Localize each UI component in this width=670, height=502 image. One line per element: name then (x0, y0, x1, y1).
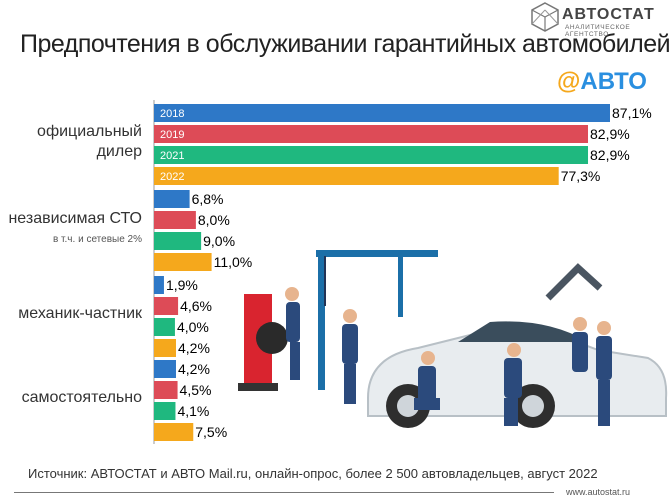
tire-changer-base (238, 383, 278, 391)
value-label-3-2022: 7,5% (195, 424, 227, 440)
value-label-2-2022: 4,2% (178, 340, 210, 356)
site-url: www.autostat.ru (566, 487, 631, 497)
mechanic-2-head (343, 309, 357, 323)
car-rear-rim (522, 395, 544, 417)
bar-3-2019 (154, 381, 178, 399)
category-label-dealer: официальный дилер (0, 122, 142, 162)
mechanic-1-head (285, 287, 299, 301)
legend-label-2021: 2021 (160, 150, 184, 162)
value-label-3-2021: 4,1% (177, 403, 209, 419)
mechanic-4-head (507, 343, 521, 357)
bar-0-2022 (154, 167, 559, 185)
bar-0-2018 (154, 104, 610, 122)
mechanic-2-legs (344, 364, 356, 404)
bar-2-2021 (154, 318, 175, 336)
mechanic-4-body (504, 358, 522, 398)
bar-3-2022 (154, 423, 194, 441)
value-label-0-2022: 77,3% (561, 168, 601, 184)
value-label-1-2022: 11,0% (214, 254, 253, 270)
bar-2-2022 (154, 339, 176, 357)
legend-label-2022: 2022 (160, 171, 184, 183)
tire-on-changer (256, 322, 288, 354)
mechanic-3-body (418, 366, 436, 402)
avto-badge-text: АВТО (580, 68, 647, 95)
crane-arm (545, 263, 603, 301)
category-note-independent: в т.ч. и сетевые 2% (52, 234, 142, 245)
at-icon: @ (557, 68, 581, 95)
bar-1-2019 (154, 211, 196, 229)
bottom-divider (14, 492, 554, 493)
mechanic-4-legs (504, 398, 518, 426)
lift-cable (324, 256, 326, 306)
category-label-independent: независимая СТО (8, 210, 142, 227)
autostat-logo-subtitle: АНАЛИТИЧЕСКОЕ АГЕНТСТВО (565, 24, 631, 38)
value-label-3-2019: 4,5% (180, 382, 212, 398)
value-label-1-2019: 8,0% (198, 212, 230, 228)
mechanic-2-body (342, 324, 358, 364)
bar-2-2018 (154, 276, 164, 294)
value-label-0-2021: 82,9% (590, 147, 630, 163)
mechanic-6-head (597, 321, 611, 335)
category-label-dealer-line1: официальный (37, 123, 142, 140)
car-front-rim (397, 395, 419, 417)
mechanic-6-legs (598, 380, 610, 426)
value-label-2-2021: 4,0% (177, 319, 209, 335)
mechanic-1-legs (290, 342, 300, 380)
lift-post (318, 250, 325, 390)
legend-label-2018: 2018 (160, 108, 184, 120)
mechanics (285, 287, 612, 426)
mechanic-5-head (573, 317, 587, 331)
value-label-1-2021: 9,0% (203, 233, 235, 249)
bar-chart: 2018 87,1% 2019 82,9% 2021 82,9% 2022 77,3% 6,8%… (153, 100, 652, 444)
car-window (458, 321, 588, 342)
service-illustration (238, 250, 668, 428)
mechanic-3-head (421, 351, 435, 365)
value-label-0-2018: 87,1% (612, 105, 652, 121)
bar-0-2019 (154, 125, 589, 143)
category-label-self: самостоятельно (21, 389, 142, 406)
chart-title: Предпочтения в обслуживании гарантийных … (20, 30, 670, 58)
mechanic-1-body (286, 302, 300, 342)
category-label-private: механик-частник (18, 305, 142, 322)
mechanic-5-body (572, 332, 588, 372)
category-label-dealer-line2: дилер (96, 143, 142, 160)
source-note: Источник: АВТОСТАТ и АВТО Mail.ru, онлай… (28, 466, 598, 481)
lift-arm (398, 257, 403, 317)
autostat-logo-icon (531, 2, 559, 32)
bar-1-2021 (154, 232, 202, 250)
autostat-logo (530, 2, 665, 36)
bar-3-2021 (154, 402, 176, 420)
value-label-2-2018: 1,9% (166, 277, 198, 293)
value-label-3-2018: 4,2% (178, 361, 210, 377)
value-label-2-2019: 4,6% (180, 298, 212, 314)
bar-1-2022 (154, 253, 212, 271)
autostat-logo-name: АВТОСТАТ (562, 6, 655, 23)
bar-1-2018 (154, 190, 190, 208)
legend-label-2019: 2019 (160, 129, 184, 141)
mechanic-3-legs (414, 398, 440, 410)
value-label-0-2019: 82,9% (590, 126, 630, 142)
bar-0-2021 (154, 146, 589, 164)
value-label-1-2018: 6,8% (192, 191, 224, 207)
bar-2-2019 (154, 297, 179, 315)
avto-badge: @АВТО (557, 68, 647, 96)
mechanic-6-body (596, 336, 612, 380)
bar-3-2018 (154, 360, 176, 378)
lift-beam (316, 250, 438, 257)
